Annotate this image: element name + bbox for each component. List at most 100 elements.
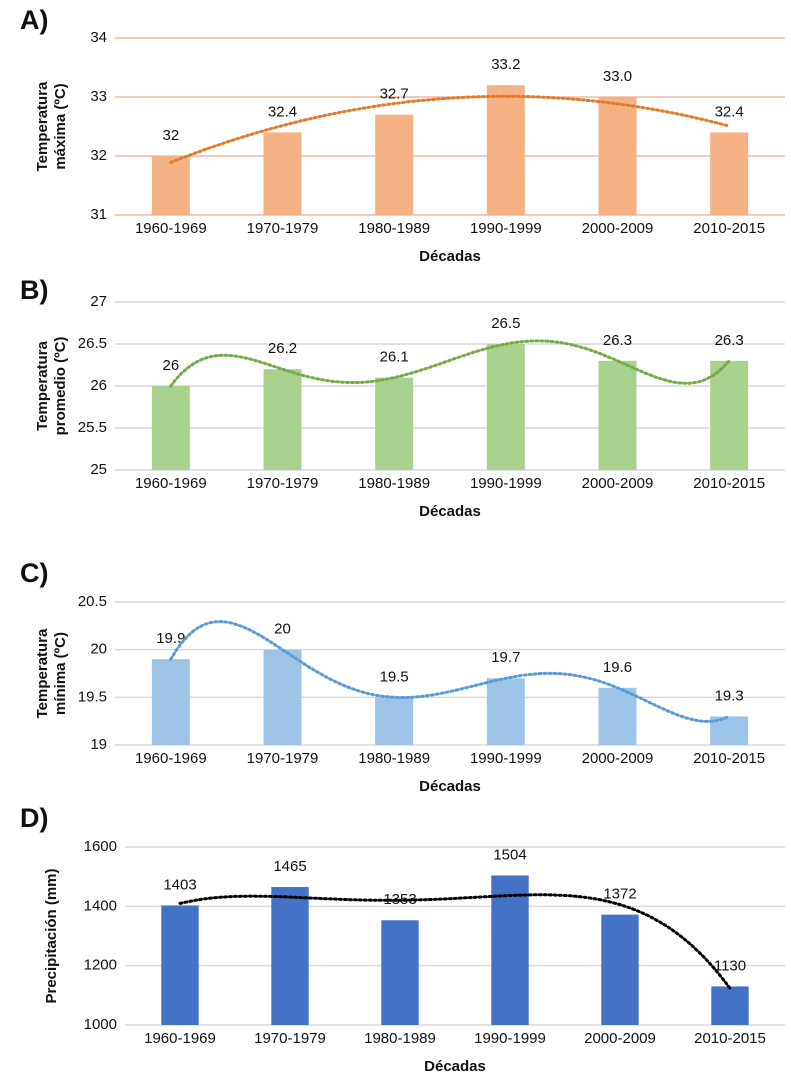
value-label: 20 [274,621,291,638]
bar [598,97,637,215]
x-axis-title: Décadas [419,778,481,795]
y-tick-label: 1200 [84,957,117,974]
bar [151,386,190,470]
value-label: 1465 [273,858,306,875]
y-tick-label: 1000 [84,1016,117,1033]
bar [598,687,637,745]
y-tick-label: 20 [90,641,107,658]
x-tick-label: 1960-1969 [144,1030,216,1047]
y-tick-label: 1400 [84,897,117,914]
value-label: 19.6 [603,659,632,676]
y-axis-title: Temperatura [34,628,51,718]
x-tick-label: 2000-2009 [582,475,654,492]
x-tick-label: 2000-2009 [582,220,654,237]
y-tick-label: 32 [90,147,107,164]
x-tick-label: 1980-1989 [358,475,430,492]
panel-label: D) [20,803,49,833]
bar [375,697,414,745]
value-label: 33.2 [491,56,520,73]
value-label: 1504 [493,846,526,863]
x-tick-label: 1990-1999 [470,750,542,767]
y-tick-label: 34 [90,29,107,46]
y-tick-label: 26 [90,377,107,394]
x-tick-label: 1980-1989 [358,220,430,237]
x-tick-label: 1990-1999 [474,1030,546,1047]
value-label: 19.9 [156,630,185,647]
y-tick-label: 19 [90,736,107,753]
bar [151,156,190,215]
x-tick-label: 1980-1989 [364,1030,436,1047]
y-axis-title: mínima (ºC) [52,632,69,715]
y-axis-title: Temperatura [34,340,51,430]
bar [151,659,190,745]
value-label: 32.7 [380,86,409,103]
bar [263,132,302,215]
x-tick-label: 1990-1999 [470,475,542,492]
y-axis-title: Precipitación (mm) [43,868,60,1003]
y-tick-label: 1600 [84,838,117,855]
value-label: 26.1 [380,349,409,366]
y-tick-label: 25 [90,461,107,478]
x-tick-label: 2000-2009 [584,1030,656,1047]
y-axis-title: Temperatura [34,81,51,171]
y-tick-label: 20.5 [78,593,107,610]
value-label: 26.5 [491,315,520,332]
y-tick-label: 27 [90,293,107,310]
value-label: 26.3 [715,332,744,349]
value-label: 19.7 [491,649,520,666]
trend-line [169,620,731,723]
bar [375,377,414,470]
x-tick-label: 1960-1969 [135,220,207,237]
y-tick-label: 31 [90,206,107,223]
value-label: 32 [162,127,179,144]
x-axis-title: Décadas [419,248,481,265]
bar [710,360,749,470]
x-tick-label: 1970-1979 [247,220,319,237]
bar [711,986,749,1025]
value-label: 19.5 [380,668,409,685]
value-label: 1130 [714,957,746,974]
x-tick-label: 1970-1979 [254,1030,326,1047]
x-axis-title: Décadas [424,1058,486,1075]
x-tick-label: 1970-1979 [247,475,319,492]
x-tick-label: 2010-2015 [693,220,765,237]
panel-label: C) [20,558,49,588]
panel-label: B) [20,275,49,305]
value-label: 26 [162,357,179,374]
value-label: 32.4 [268,103,297,120]
y-tick-label: 26.5 [78,335,107,352]
bar [486,85,525,215]
trend-line [169,339,731,388]
value-label: 33.0 [603,68,632,85]
bar [271,887,309,1025]
value-label: 26.2 [268,340,297,357]
x-tick-label: 1970-1979 [247,750,319,767]
bar [263,369,302,470]
y-tick-label: 19.5 [78,688,107,705]
value-label: 19.3 [715,687,744,704]
x-tick-label: 2010-2015 [694,1030,766,1047]
trend-line [169,94,731,164]
x-tick-label: 1960-1969 [135,475,207,492]
x-tick-label: 2010-2015 [693,750,765,767]
bar [381,920,419,1025]
y-axis-title: máxima (ºC) [52,83,69,169]
y-tick-label: 33 [90,88,107,105]
panel-label: A) [20,5,49,35]
value-label: 1403 [163,876,196,893]
bar [263,649,302,745]
trend-line [178,893,732,990]
x-tick-label: 2000-2009 [582,750,654,767]
bar [486,344,525,470]
value-label: 1372 [603,886,636,903]
bar [601,914,639,1025]
y-tick-label: 25.5 [78,419,107,436]
x-tick-label: 1980-1989 [358,750,430,767]
bar [598,360,637,470]
x-tick-label: 2010-2015 [693,475,765,492]
x-axis-title: Décadas [419,503,481,520]
y-axis-title: promedio (ºC) [52,337,69,436]
bar [486,678,525,745]
bar [375,114,414,215]
